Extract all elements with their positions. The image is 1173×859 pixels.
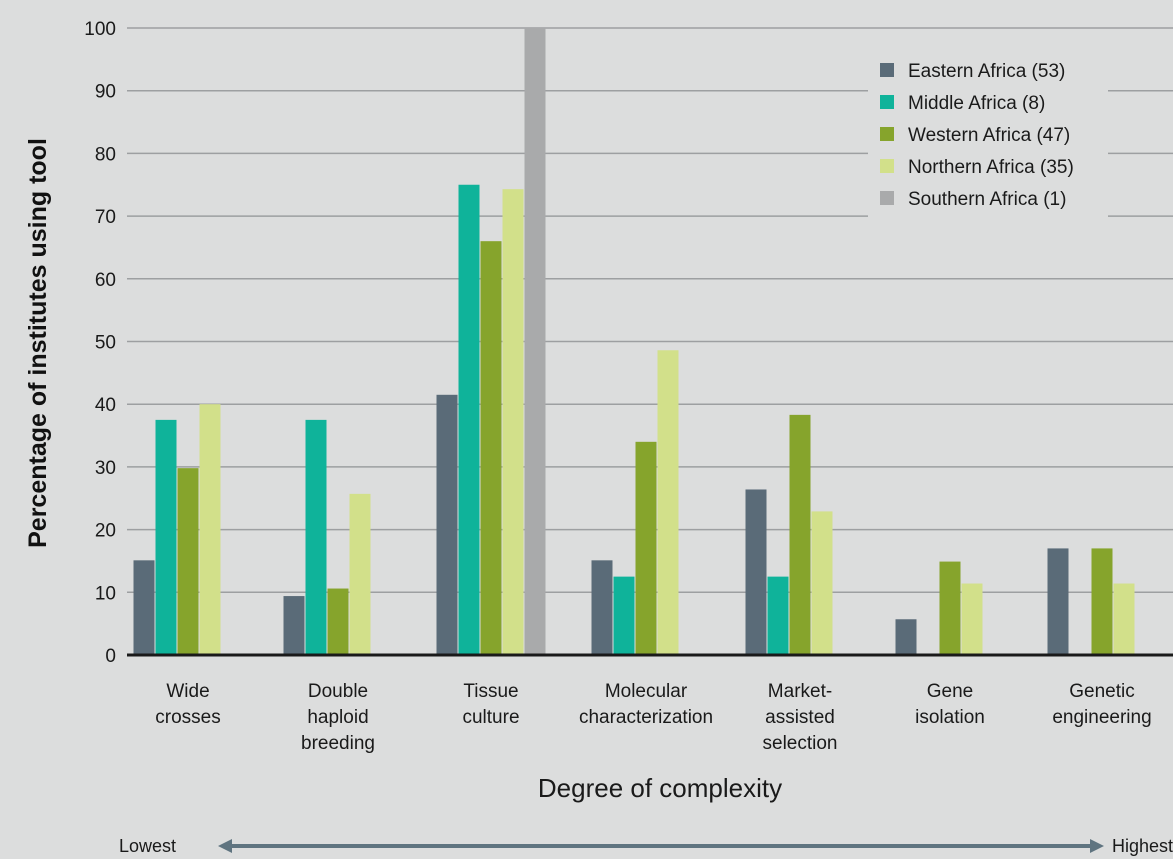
legend-swatch — [880, 191, 894, 205]
bar — [155, 419, 177, 655]
y-tick-label: 40 — [95, 395, 116, 416]
legend-swatch — [880, 63, 894, 77]
legend-swatch — [880, 159, 894, 173]
bar — [961, 583, 983, 655]
bar — [177, 468, 199, 655]
bar — [524, 28, 546, 655]
bar — [349, 493, 371, 655]
legend: Eastern Africa (53) Middle Africa (8) West… — [868, 46, 1108, 264]
legend-swatch — [880, 127, 894, 141]
bar — [199, 404, 221, 655]
bar — [502, 189, 524, 655]
complexity-arrow-right-head — [1090, 839, 1104, 853]
y-tick-label: 70 — [95, 207, 116, 228]
bar — [591, 560, 613, 655]
bar — [811, 511, 833, 655]
x-tick-label: crosses — [155, 707, 220, 728]
complexity-arrow — [218, 839, 1104, 853]
y-tick-label: 50 — [95, 333, 116, 354]
bar — [1113, 583, 1135, 655]
bar — [1091, 548, 1113, 655]
x-tick-label: Gene — [927, 681, 973, 702]
bar — [305, 419, 327, 655]
x-tick-label: Tissue — [463, 681, 518, 702]
legend-label: Western Africa (47) — [908, 125, 1070, 146]
y-tick-label: 0 — [105, 646, 116, 667]
axes: 0 10 20 30 40 50 60 70 80 90 100 Wide crosses Double h… — [84, 19, 1173, 754]
bars — [133, 28, 1135, 655]
legend-label: Southern Africa (1) — [908, 189, 1066, 210]
bar — [939, 561, 961, 655]
bar — [789, 414, 811, 655]
y-tick-label: 80 — [95, 144, 116, 165]
y-axis-label: Percentage of institutes using tool — [24, 138, 52, 548]
y-tick-label: 30 — [95, 458, 116, 479]
gridlines — [127, 27, 1173, 594]
y-tick-label: 20 — [95, 521, 116, 542]
bar — [436, 394, 458, 655]
x-tick-label: Market- — [768, 681, 832, 702]
complexity-low-label: Lowest — [119, 836, 176, 856]
bar — [745, 489, 767, 655]
legend-label: Eastern Africa (53) — [908, 61, 1065, 82]
x-tick-label: engineering — [1052, 707, 1151, 728]
bar — [133, 560, 155, 655]
x-axis-label: Degree of complexity — [538, 773, 782, 803]
bar — [1047, 548, 1069, 655]
bar — [767, 576, 789, 655]
x-tick-label: Wide — [166, 681, 209, 702]
bar — [327, 588, 349, 655]
x-tick-label: Double — [308, 681, 368, 702]
legend-background — [868, 46, 1108, 264]
x-tick-label: isolation — [915, 707, 985, 728]
y-tick-label: 100 — [84, 19, 116, 40]
bar — [283, 596, 305, 655]
bar — [480, 241, 502, 655]
bar — [458, 184, 480, 655]
y-tick-label: 10 — [95, 583, 116, 604]
y-tick-label: 90 — [95, 82, 116, 103]
complexity-high-label: Highest — [1112, 836, 1173, 856]
x-tick-label: selection — [763, 733, 838, 754]
y-tick-label: 60 — [95, 270, 116, 291]
x-tick-label: haploid — [307, 707, 368, 728]
x-tick-label: culture — [462, 707, 519, 728]
bar — [613, 576, 635, 655]
legend-label: Middle Africa (8) — [908, 93, 1045, 114]
x-tick-label: assisted — [765, 707, 835, 728]
bar — [635, 441, 657, 655]
legend-swatch — [880, 95, 894, 109]
x-tick-label: characterization — [579, 707, 713, 728]
x-tick-label: breeding — [301, 733, 375, 754]
complexity-arrow-left-head — [218, 839, 232, 853]
bar — [895, 619, 917, 655]
legend-label: Northern Africa (35) — [908, 157, 1074, 178]
x-tick-label: Molecular — [605, 681, 688, 702]
x-tick-label: Genetic — [1069, 681, 1134, 702]
bar — [657, 350, 679, 655]
